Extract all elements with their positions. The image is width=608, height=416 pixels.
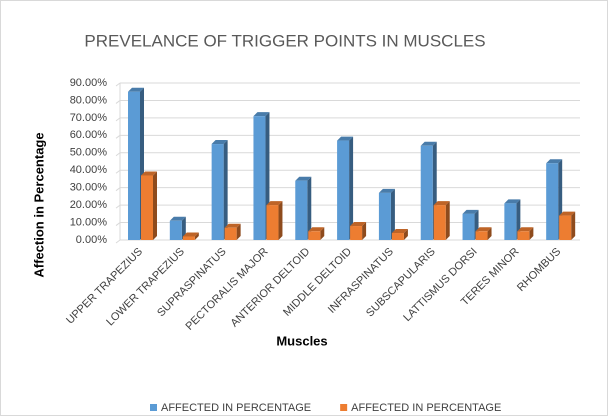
y-tick-label: 80.00% <box>70 94 108 106</box>
bar-side <box>487 227 492 240</box>
bar <box>266 205 279 240</box>
bar <box>295 180 308 240</box>
bar-top <box>141 171 157 176</box>
bar-top <box>350 222 367 227</box>
bar-top <box>337 136 354 141</box>
bar-top <box>462 209 479 214</box>
bar-top <box>517 227 534 232</box>
legend-swatch <box>340 404 348 411</box>
grid-line-depth <box>115 117 121 122</box>
grid-line-depth <box>115 100 121 104</box>
bar-top <box>169 216 186 221</box>
bar-side <box>349 136 354 240</box>
y-tick-label: 10.00% <box>70 216 108 228</box>
grid-line-depth <box>115 134 121 139</box>
bar <box>224 227 237 240</box>
bar <box>211 144 224 240</box>
y-tick-label: 90.00% <box>70 77 108 89</box>
bar <box>253 116 266 240</box>
bar-top <box>211 140 228 145</box>
bar-top <box>182 232 199 237</box>
grid-line-depth <box>115 239 121 244</box>
y-tick-label: 60.00% <box>70 129 108 141</box>
bar <box>308 231 321 240</box>
bar-side <box>571 211 576 240</box>
bar-side <box>445 201 450 240</box>
bar <box>559 215 572 240</box>
bar-side <box>278 201 283 240</box>
y-tick-label: 0.00% <box>76 234 107 246</box>
bar-side <box>403 229 408 240</box>
bar-top <box>128 87 144 92</box>
bar-top <box>266 201 283 206</box>
bar-top <box>391 229 408 234</box>
chart-title: PREVELANCE OF TRIGGER POINTS IN MUSCLES <box>84 31 485 50</box>
bar-top <box>433 201 450 206</box>
y-tick-label: 30.00% <box>70 182 108 194</box>
bar <box>169 220 182 240</box>
bar <box>182 236 195 240</box>
y-tick-label: 20.00% <box>70 199 108 211</box>
bar-top <box>253 112 270 117</box>
bar <box>391 233 404 240</box>
grid-line-depth <box>115 187 121 192</box>
bar-side <box>223 140 228 240</box>
bar <box>462 213 475 240</box>
bar-side <box>390 188 395 240</box>
grid-line-depth <box>115 152 121 157</box>
bar-top <box>559 211 576 216</box>
bar <box>141 175 153 240</box>
bar-top <box>504 199 521 204</box>
bar-side <box>181 216 186 240</box>
bar-top <box>475 227 492 232</box>
bar <box>337 140 350 240</box>
grid-line-depth <box>115 169 121 174</box>
legend-label: AFFECTED IN PERCENTAGE <box>351 402 501 414</box>
grid-line-depth <box>115 222 121 226</box>
grid-line-depth <box>115 204 121 209</box>
bar <box>350 226 363 240</box>
bar-top <box>308 227 325 232</box>
legend-label: AFFECTED IN PERCENTAGE <box>161 402 311 414</box>
y-axis-title: Affection in Percentage <box>31 132 46 277</box>
bar <box>546 163 559 240</box>
bar-top <box>295 176 312 181</box>
bar <box>378 192 391 240</box>
grid-line-depth <box>115 82 121 87</box>
bar-top <box>378 188 395 193</box>
bar <box>128 91 140 240</box>
bar-side <box>362 222 367 240</box>
bar-side <box>194 232 199 240</box>
legend-swatch <box>150 404 157 411</box>
bar <box>517 231 530 240</box>
y-tick-label: 40.00% <box>70 164 108 176</box>
bar-side <box>529 227 534 240</box>
bar <box>420 145 433 240</box>
bar <box>475 231 488 240</box>
bar <box>433 205 446 240</box>
bar <box>504 203 517 240</box>
bar-side <box>236 223 241 240</box>
bar-top <box>546 159 563 164</box>
y-tick-label: 50.00% <box>70 147 108 159</box>
x-axis-title: Muscles <box>276 333 327 348</box>
bar-top <box>420 141 437 146</box>
bar-side <box>320 227 325 240</box>
bar-side <box>153 171 157 240</box>
bar-top <box>224 223 241 228</box>
bar-side <box>307 176 312 240</box>
y-tick-label: 70.00% <box>70 112 108 124</box>
